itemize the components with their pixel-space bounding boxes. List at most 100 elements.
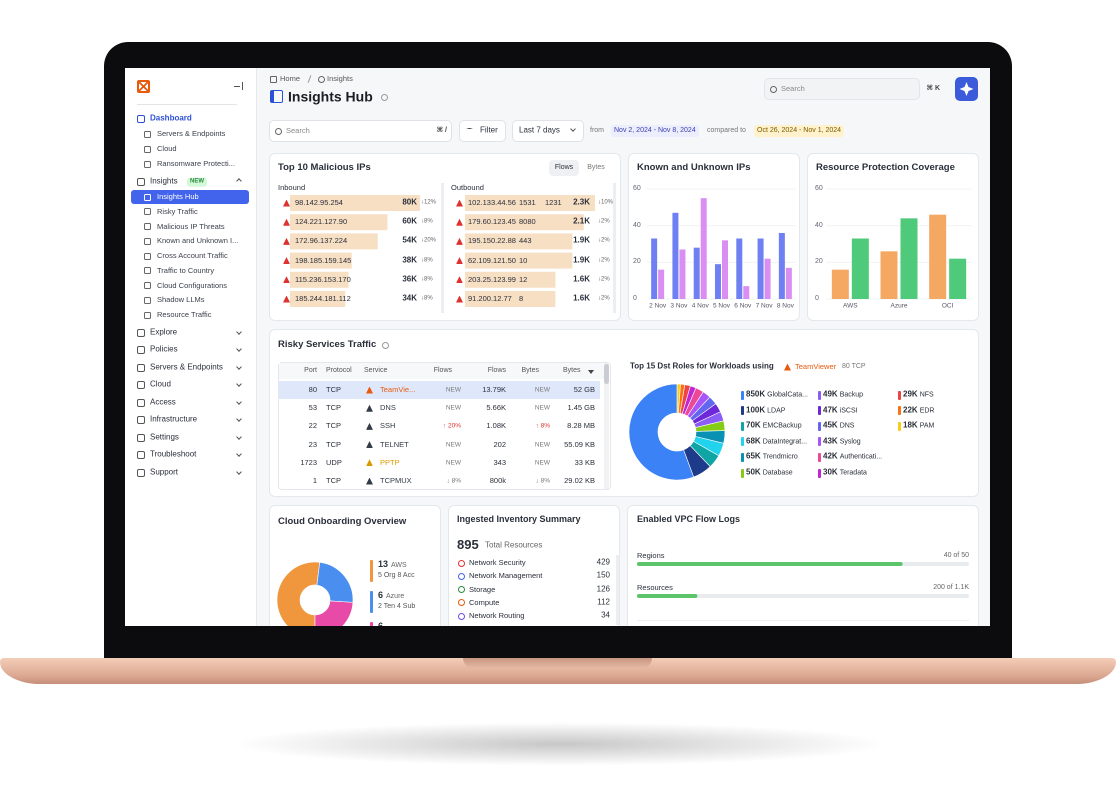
x-tick-label: OCI (941, 302, 954, 310)
column-header[interactable]: Flows (487, 367, 506, 375)
value: 36K (402, 274, 417, 284)
legend-value: 13 (378, 559, 389, 570)
column-header[interactable]: Port (304, 367, 317, 375)
range-button[interactable] (512, 120, 584, 142)
cell: TELNET (380, 439, 409, 449)
search-placeholder: Search (781, 83, 805, 93)
icon (458, 559, 465, 567)
legend-entry: 18K PAM (903, 421, 934, 431)
port: 12 (519, 274, 528, 284)
collapse-button[interactable] (234, 82, 243, 90)
ip-address[interactable]: 98.142.95.254 (295, 197, 343, 207)
ip-address[interactable]: 195.150.22.88 (468, 236, 516, 246)
nav-item[interactable]: Cloud Configurations (157, 280, 228, 290)
y-tick-label: 20 (633, 258, 641, 266)
nav-item[interactable]: Shadow LLMs (157, 295, 205, 305)
column-header[interactable]: Service (364, 367, 388, 375)
nav-group[interactable]: Dashboard (150, 113, 192, 123)
ip-address[interactable]: 172.96.137.224 (295, 236, 348, 246)
nav-item[interactable]: Servers & Endpoints (157, 128, 226, 138)
legend-swatch (741, 468, 744, 478)
legend-entry: 50K Database (746, 467, 793, 478)
bar (851, 238, 869, 299)
legend-swatch (898, 421, 901, 431)
ip-address[interactable]: 179.60.123.45 (468, 217, 516, 227)
header-search[interactable] (764, 78, 920, 100)
breadcrumb[interactable]: Home (280, 73, 301, 83)
ip-address[interactable]: 198.185.159.145 (295, 255, 352, 265)
nav-item[interactable]: Cross Account Traffic (157, 250, 228, 260)
column-header[interactable]: Flows (433, 367, 452, 375)
nav-item[interactable]: Resource Traffic (157, 309, 212, 319)
column-header[interactable]: Bytes (563, 367, 581, 375)
tab[interactable]: Flows (554, 164, 574, 172)
ip-address[interactable]: 62.109.121.50 (468, 255, 516, 265)
nav-item[interactable]: Insights Hub (157, 191, 199, 201)
nav-group[interactable]: Cloud (150, 379, 171, 389)
service-icon (366, 459, 373, 467)
nav-group[interactable]: Troubleshoot (150, 449, 197, 459)
threat-icon (283, 295, 290, 303)
icon (144, 296, 151, 304)
nav-item[interactable]: Ransomware Protecti... (157, 158, 235, 168)
ip-address[interactable]: 124.221.127.90 (295, 217, 348, 227)
shortcut: ⌘ K (926, 85, 941, 93)
legend-entry: 13 AWS (378, 559, 407, 570)
progress-text: 40 of 50 (943, 552, 969, 560)
legend-value: 50K (746, 467, 761, 477)
ip-address[interactable]: 203.25.123.99 (468, 274, 516, 284)
service-icon (366, 386, 373, 394)
nav-group[interactable]: Servers & Endpoints (150, 362, 223, 372)
legend-swatch (818, 421, 821, 431)
icon (137, 451, 145, 459)
value: 2.1K (573, 216, 590, 226)
cell: TCP (326, 403, 341, 413)
icon (144, 145, 151, 153)
tab[interactable]: Bytes (587, 164, 605, 172)
nav-group[interactable]: Insights (150, 176, 178, 186)
nav-group[interactable]: Explore (150, 327, 178, 337)
cell: 13.79K (482, 384, 506, 394)
nav-group[interactable]: Policies (150, 344, 178, 354)
nav-item[interactable]: Known and Unknown I... (157, 236, 239, 246)
nav-item[interactable]: Traffic to Country (157, 265, 215, 275)
scrollbar (441, 183, 444, 313)
search-box[interactable] (269, 120, 452, 142)
legend-swatch (898, 406, 901, 416)
icon (144, 237, 151, 245)
value: 34K (402, 293, 417, 303)
bar (465, 252, 573, 269)
legend-value: 65K (746, 451, 761, 461)
filter-button[interactable] (459, 120, 506, 142)
nav-group[interactable]: Access (150, 397, 176, 407)
ip-address[interactable]: 91.200.12.77 (468, 293, 512, 303)
legend-name: iSCSI (839, 407, 858, 415)
nav-item[interactable]: Malicious IP Threats (157, 221, 225, 231)
ip-address[interactable]: 102.133.44.56 (468, 197, 516, 207)
ip-address[interactable]: 115.236.153.170 (295, 274, 351, 284)
column-header[interactable]: Bytes (521, 367, 539, 375)
divider (137, 104, 237, 105)
bar (465, 195, 595, 211)
x-tick-label: 6 Nov (734, 302, 752, 310)
nav-group[interactable]: Support (150, 467, 179, 477)
progress-bar (637, 594, 698, 598)
nav-group[interactable]: Infrastructure (150, 414, 198, 424)
legend-entry: 43K Syslog (823, 436, 861, 446)
nav-item[interactable]: Risky Traffic (157, 206, 198, 216)
nav-group[interactable]: Settings (150, 432, 179, 442)
value: 38K (402, 255, 417, 265)
change: ↓2% (598, 257, 610, 264)
column-header[interactable]: Protocol (326, 367, 352, 375)
port: 443 (519, 236, 532, 246)
table-frame (278, 362, 611, 490)
progress-label: Regions (637, 550, 665, 560)
threat-icon (456, 237, 463, 245)
legend-name: NFS (919, 391, 934, 399)
legend-name: Authenticati... (839, 453, 883, 461)
bar (465, 271, 556, 288)
cell: 202 (493, 439, 506, 449)
nav-item[interactable]: Cloud (157, 143, 177, 153)
ip-address[interactable]: 185.244.181.112 (295, 293, 351, 303)
